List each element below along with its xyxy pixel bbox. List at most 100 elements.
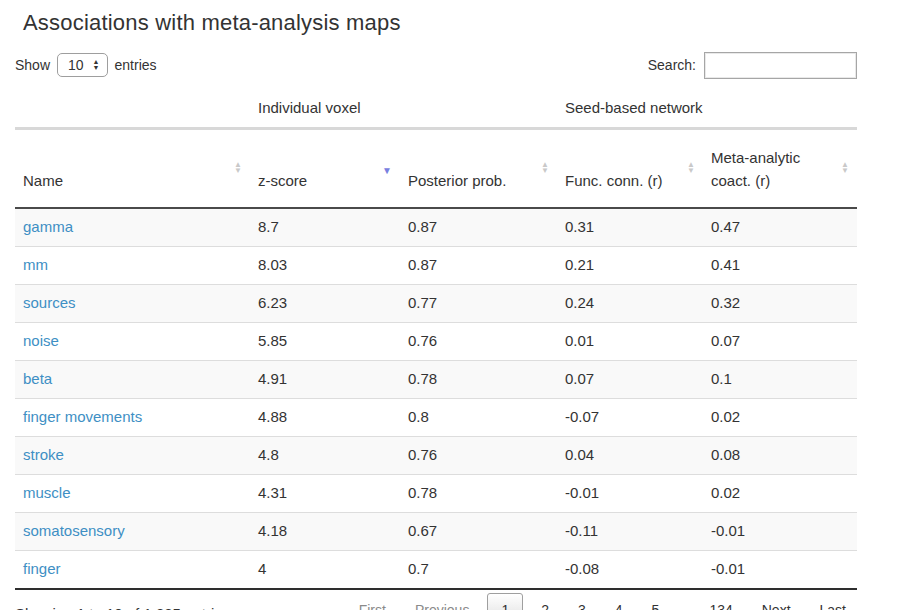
- column-header-posterior-prob[interactable]: Posterior prob. ▲▼: [400, 129, 557, 208]
- search-control: Search:: [648, 52, 857, 79]
- page-button-134[interactable]: 134: [698, 594, 743, 610]
- column-label: Posterior prob.: [408, 172, 506, 189]
- z-score-cell: 6.23: [250, 284, 400, 322]
- map-link[interactable]: sources: [23, 294, 76, 311]
- column-label: z-score: [258, 172, 307, 189]
- z-score-cell: 4.8: [250, 436, 400, 474]
- table-row: muscle 4.31 0.78 -0.01 0.02: [15, 474, 857, 512]
- group-header-row: Individual voxel Seed-based network: [15, 85, 857, 129]
- group-header-individual-voxel: Individual voxel: [250, 85, 557, 129]
- meta-coact-cell: 0.41: [703, 246, 857, 284]
- show-label: Show: [15, 57, 50, 73]
- name-cell: mm: [15, 246, 250, 284]
- posterior-prob-cell: 0.87: [400, 246, 557, 284]
- search-input[interactable]: [704, 52, 857, 79]
- z-score-cell: 4.91: [250, 360, 400, 398]
- name-cell: stroke: [15, 436, 250, 474]
- posterior-prob-cell: 0.78: [400, 360, 557, 398]
- name-cell: somatosensory: [15, 512, 250, 550]
- posterior-prob-cell: 0.77: [400, 284, 557, 322]
- func-conn-cell: -0.08: [557, 550, 703, 589]
- table-row: mm 8.03 0.87 0.21 0.41: [15, 246, 857, 284]
- page-button-2[interactable]: 2: [530, 594, 560, 610]
- map-link[interactable]: finger: [23, 560, 61, 577]
- last-page-button[interactable]: Last: [809, 594, 857, 610]
- pagination: First Previous 1 2 3 4 5 … 134 Next Last: [348, 593, 857, 610]
- sort-up-down-icon: ▲▼: [687, 162, 695, 174]
- z-score-cell: 4.31: [250, 474, 400, 512]
- map-link[interactable]: finger movements: [23, 408, 142, 425]
- table-row: finger 4 0.7 -0.08 -0.01: [15, 550, 857, 589]
- name-cell: beta: [15, 360, 250, 398]
- meta-coact-cell: -0.01: [703, 550, 857, 589]
- func-conn-cell: 0.04: [557, 436, 703, 474]
- posterior-prob-cell: 0.67: [400, 512, 557, 550]
- name-cell: finger: [15, 550, 250, 589]
- posterior-prob-cell: 0.76: [400, 322, 557, 360]
- name-cell: finger movements: [15, 398, 250, 436]
- func-conn-cell: 0.07: [557, 360, 703, 398]
- page-button-5[interactable]: 5: [641, 594, 671, 610]
- func-conn-cell: -0.07: [557, 398, 703, 436]
- group-header-seed-based-network: Seed-based network: [557, 85, 857, 129]
- table-row: sources 6.23 0.77 0.24 0.32: [15, 284, 857, 322]
- meta-coact-cell: 0.32: [703, 284, 857, 322]
- name-cell: gamma: [15, 208, 250, 247]
- table-row: gamma 8.7 0.87 0.31 0.47: [15, 208, 857, 247]
- table-footer: Showing 1 to 10 of 1,335 entries First P…: [15, 593, 857, 610]
- func-conn-cell: -0.11: [557, 512, 703, 550]
- column-label: Meta-analytic coact. (r): [711, 149, 800, 189]
- column-label: Name: [23, 172, 63, 189]
- table-controls: Show 10 ▲▼ entries Search:: [15, 51, 857, 79]
- page-button-1[interactable]: 1: [487, 593, 523, 610]
- posterior-prob-cell: 0.76: [400, 436, 557, 474]
- map-link[interactable]: stroke: [23, 446, 64, 463]
- entries-label: entries: [115, 57, 157, 73]
- posterior-prob-cell: 0.7: [400, 550, 557, 589]
- first-page-button[interactable]: First: [348, 594, 397, 610]
- table-info: Showing 1 to 10 of 1,335 entries: [15, 597, 230, 610]
- page-title: Associations with meta-analysis maps: [23, 10, 857, 36]
- map-link[interactable]: beta: [23, 370, 52, 387]
- meta-coact-cell: 0.02: [703, 474, 857, 512]
- meta-coact-cell: 0.47: [703, 208, 857, 247]
- column-header-meta-coact[interactable]: Meta-analytic coact. (r) ▲▼: [703, 129, 857, 208]
- page-button-4[interactable]: 4: [604, 594, 634, 610]
- page-button-3[interactable]: 3: [567, 594, 597, 610]
- page-length-select[interactable]: 10 ▲▼: [57, 53, 108, 77]
- sort-up-down-icon: ▲▼: [841, 162, 849, 174]
- z-score-cell: 4: [250, 550, 400, 589]
- datatable-widget: Associations with meta-analysis maps Sho…: [15, 10, 857, 610]
- column-header-func-conn[interactable]: Func. conn. (r) ▲▼: [557, 129, 703, 208]
- func-conn-cell: -0.01: [557, 474, 703, 512]
- map-link[interactable]: muscle: [23, 484, 71, 501]
- column-label: Func. conn. (r): [565, 172, 663, 189]
- column-header-row: Name ▲▼ z-score ▲▼ Posterior prob. ▲▼ Fu…: [15, 129, 857, 208]
- previous-page-button[interactable]: Previous: [404, 594, 480, 610]
- column-header-z-score[interactable]: z-score ▲▼: [250, 129, 400, 208]
- map-link[interactable]: gamma: [23, 218, 73, 235]
- table-row: noise 5.85 0.76 0.01 0.07: [15, 322, 857, 360]
- table-row: stroke 4.8 0.76 0.04 0.08: [15, 436, 857, 474]
- posterior-prob-cell: 0.78: [400, 474, 557, 512]
- map-link[interactable]: somatosensory: [23, 522, 125, 539]
- pagination-ellipsis: …: [677, 594, 691, 610]
- z-score-cell: 4.18: [250, 512, 400, 550]
- func-conn-cell: 0.31: [557, 208, 703, 247]
- func-conn-cell: 0.21: [557, 246, 703, 284]
- stepper-up-down-icon: ▲▼: [93, 59, 100, 70]
- table-row: finger movements 4.88 0.8 -0.07 0.02: [15, 398, 857, 436]
- sort-up-down-icon: ▲▼: [234, 162, 242, 174]
- name-cell: muscle: [15, 474, 250, 512]
- page-length-value: 10: [68, 57, 84, 73]
- map-link[interactable]: mm: [23, 256, 48, 273]
- z-score-cell: 8.7: [250, 208, 400, 247]
- page-length-control: Show 10 ▲▼ entries: [15, 53, 157, 77]
- meta-coact-cell: 0.07: [703, 322, 857, 360]
- map-link[interactable]: noise: [23, 332, 59, 349]
- next-page-button[interactable]: Next: [751, 594, 802, 610]
- posterior-prob-cell: 0.8: [400, 398, 557, 436]
- associations-table: Individual voxel Seed-based network Name…: [15, 85, 857, 590]
- column-header-name[interactable]: Name ▲▼: [15, 129, 250, 208]
- search-label: Search:: [648, 57, 696, 73]
